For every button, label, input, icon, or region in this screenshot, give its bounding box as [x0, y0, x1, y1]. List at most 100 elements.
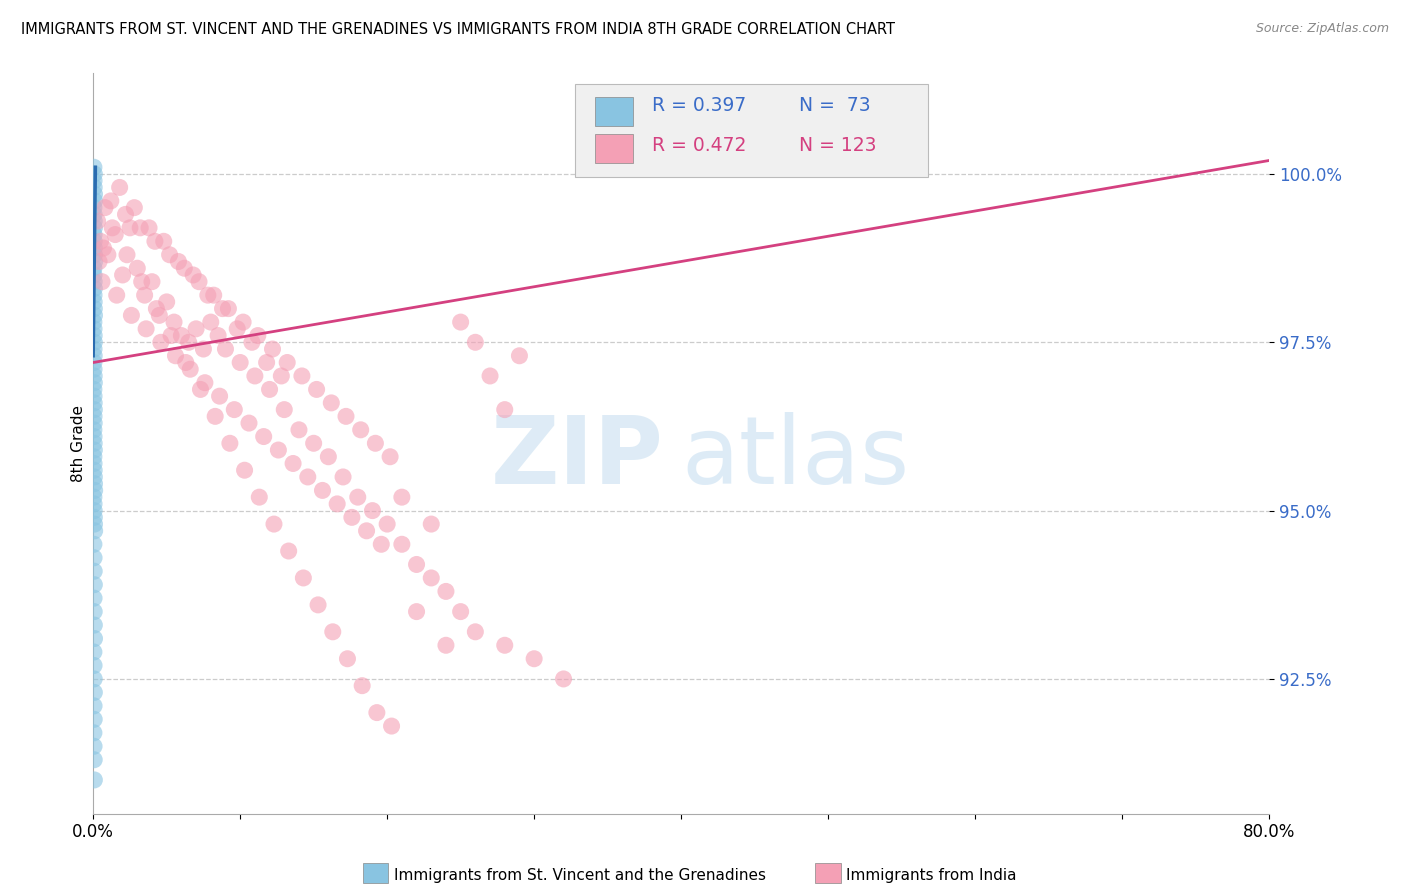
Point — [464, 335, 486, 350]
Point — [156, 294, 179, 309]
Point — [218, 436, 240, 450]
Point — [83, 174, 105, 188]
Point — [163, 315, 186, 329]
Point — [83, 288, 105, 302]
Point — [83, 550, 105, 565]
Point — [336, 651, 359, 665]
Point — [207, 328, 229, 343]
Text: Source: ZipAtlas.com: Source: ZipAtlas.com — [1256, 22, 1389, 36]
Point — [259, 383, 281, 397]
Point — [174, 355, 197, 369]
Point — [200, 315, 222, 329]
Point — [83, 463, 105, 477]
Point — [380, 719, 402, 733]
Point — [83, 524, 105, 538]
Point — [83, 409, 105, 424]
Point — [170, 328, 193, 343]
Point — [305, 383, 328, 397]
Point — [83, 328, 105, 343]
Point — [100, 194, 122, 208]
Point — [111, 268, 134, 282]
Point — [83, 423, 105, 437]
Point — [83, 389, 105, 403]
Point — [181, 268, 204, 282]
Point — [127, 261, 149, 276]
Point — [508, 349, 530, 363]
Point — [356, 524, 378, 538]
Point — [160, 328, 183, 343]
Point — [135, 322, 157, 336]
Point — [83, 368, 105, 383]
Point — [420, 517, 443, 532]
Text: Immigrants from India: Immigrants from India — [846, 868, 1017, 882]
Point — [83, 220, 105, 235]
Point — [83, 605, 105, 619]
Point — [97, 248, 120, 262]
Point — [307, 598, 329, 612]
Point — [267, 443, 290, 458]
Text: Immigrants from St. Vincent and the Grenadines: Immigrants from St. Vincent and the Gren… — [394, 868, 766, 882]
Point — [179, 362, 201, 376]
Point — [83, 450, 105, 464]
Point — [83, 180, 105, 194]
Point — [83, 383, 105, 397]
Point — [253, 429, 276, 443]
Point — [83, 685, 105, 699]
Point — [391, 490, 413, 504]
Point — [83, 248, 105, 262]
Point — [83, 510, 105, 524]
Text: IMMIGRANTS FROM ST. VINCENT AND THE GRENADINES VS IMMIGRANTS FROM INDIA 8TH GRAD: IMMIGRANTS FROM ST. VINCENT AND THE GREN… — [21, 22, 896, 37]
Point — [83, 207, 105, 221]
Point — [148, 309, 170, 323]
Point — [83, 672, 105, 686]
Point — [83, 268, 105, 282]
Text: R = 0.397: R = 0.397 — [652, 96, 747, 115]
Point — [553, 672, 575, 686]
Point — [152, 235, 174, 249]
Point — [83, 443, 105, 458]
Text: N = 123: N = 123 — [799, 136, 876, 154]
Point — [134, 288, 156, 302]
Point — [226, 322, 249, 336]
Point — [83, 645, 105, 659]
Point — [450, 605, 472, 619]
Point — [118, 220, 141, 235]
Point — [378, 450, 401, 464]
Point — [83, 618, 105, 632]
Point — [83, 564, 105, 578]
Point — [238, 416, 260, 430]
Point — [83, 241, 105, 255]
Point — [83, 517, 105, 532]
Point — [83, 537, 105, 551]
Point — [190, 383, 212, 397]
Point — [366, 706, 388, 720]
Point — [194, 376, 217, 390]
Point — [321, 396, 343, 410]
Point — [104, 227, 127, 242]
Point — [83, 201, 105, 215]
Point — [83, 436, 105, 450]
Point — [83, 160, 105, 174]
Point — [115, 248, 138, 262]
Point — [256, 355, 278, 369]
Point — [83, 349, 105, 363]
Point — [204, 409, 226, 424]
Point — [83, 429, 105, 443]
Point — [83, 376, 105, 390]
Point — [83, 712, 105, 726]
Point — [83, 483, 105, 498]
Point — [202, 288, 225, 302]
Point — [143, 235, 166, 249]
Point — [83, 772, 105, 787]
Point — [87, 254, 110, 268]
Point — [83, 214, 105, 228]
Point — [83, 396, 105, 410]
Point — [138, 220, 160, 235]
Point — [83, 577, 105, 591]
Point — [352, 679, 374, 693]
Point — [208, 389, 231, 403]
Point — [177, 335, 200, 350]
Text: R = 0.472: R = 0.472 — [652, 136, 747, 154]
Point — [270, 368, 292, 383]
Point — [350, 423, 373, 437]
